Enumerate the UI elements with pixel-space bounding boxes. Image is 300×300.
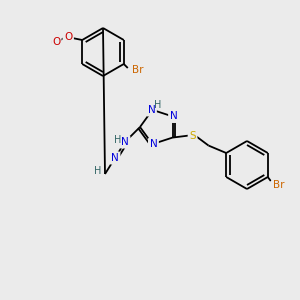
Text: H: H bbox=[114, 135, 122, 145]
Text: N: N bbox=[170, 111, 177, 122]
Text: H: H bbox=[94, 166, 102, 176]
Text: Br: Br bbox=[273, 180, 284, 190]
Text: N: N bbox=[150, 139, 157, 149]
Text: N: N bbox=[148, 105, 155, 115]
Text: H: H bbox=[154, 100, 161, 110]
Text: S: S bbox=[189, 130, 196, 141]
Text: N: N bbox=[111, 153, 119, 163]
Text: O: O bbox=[64, 32, 72, 42]
Text: O: O bbox=[52, 37, 61, 47]
Text: N: N bbox=[121, 137, 129, 147]
Text: Br: Br bbox=[132, 65, 143, 75]
Text: O: O bbox=[50, 38, 58, 48]
